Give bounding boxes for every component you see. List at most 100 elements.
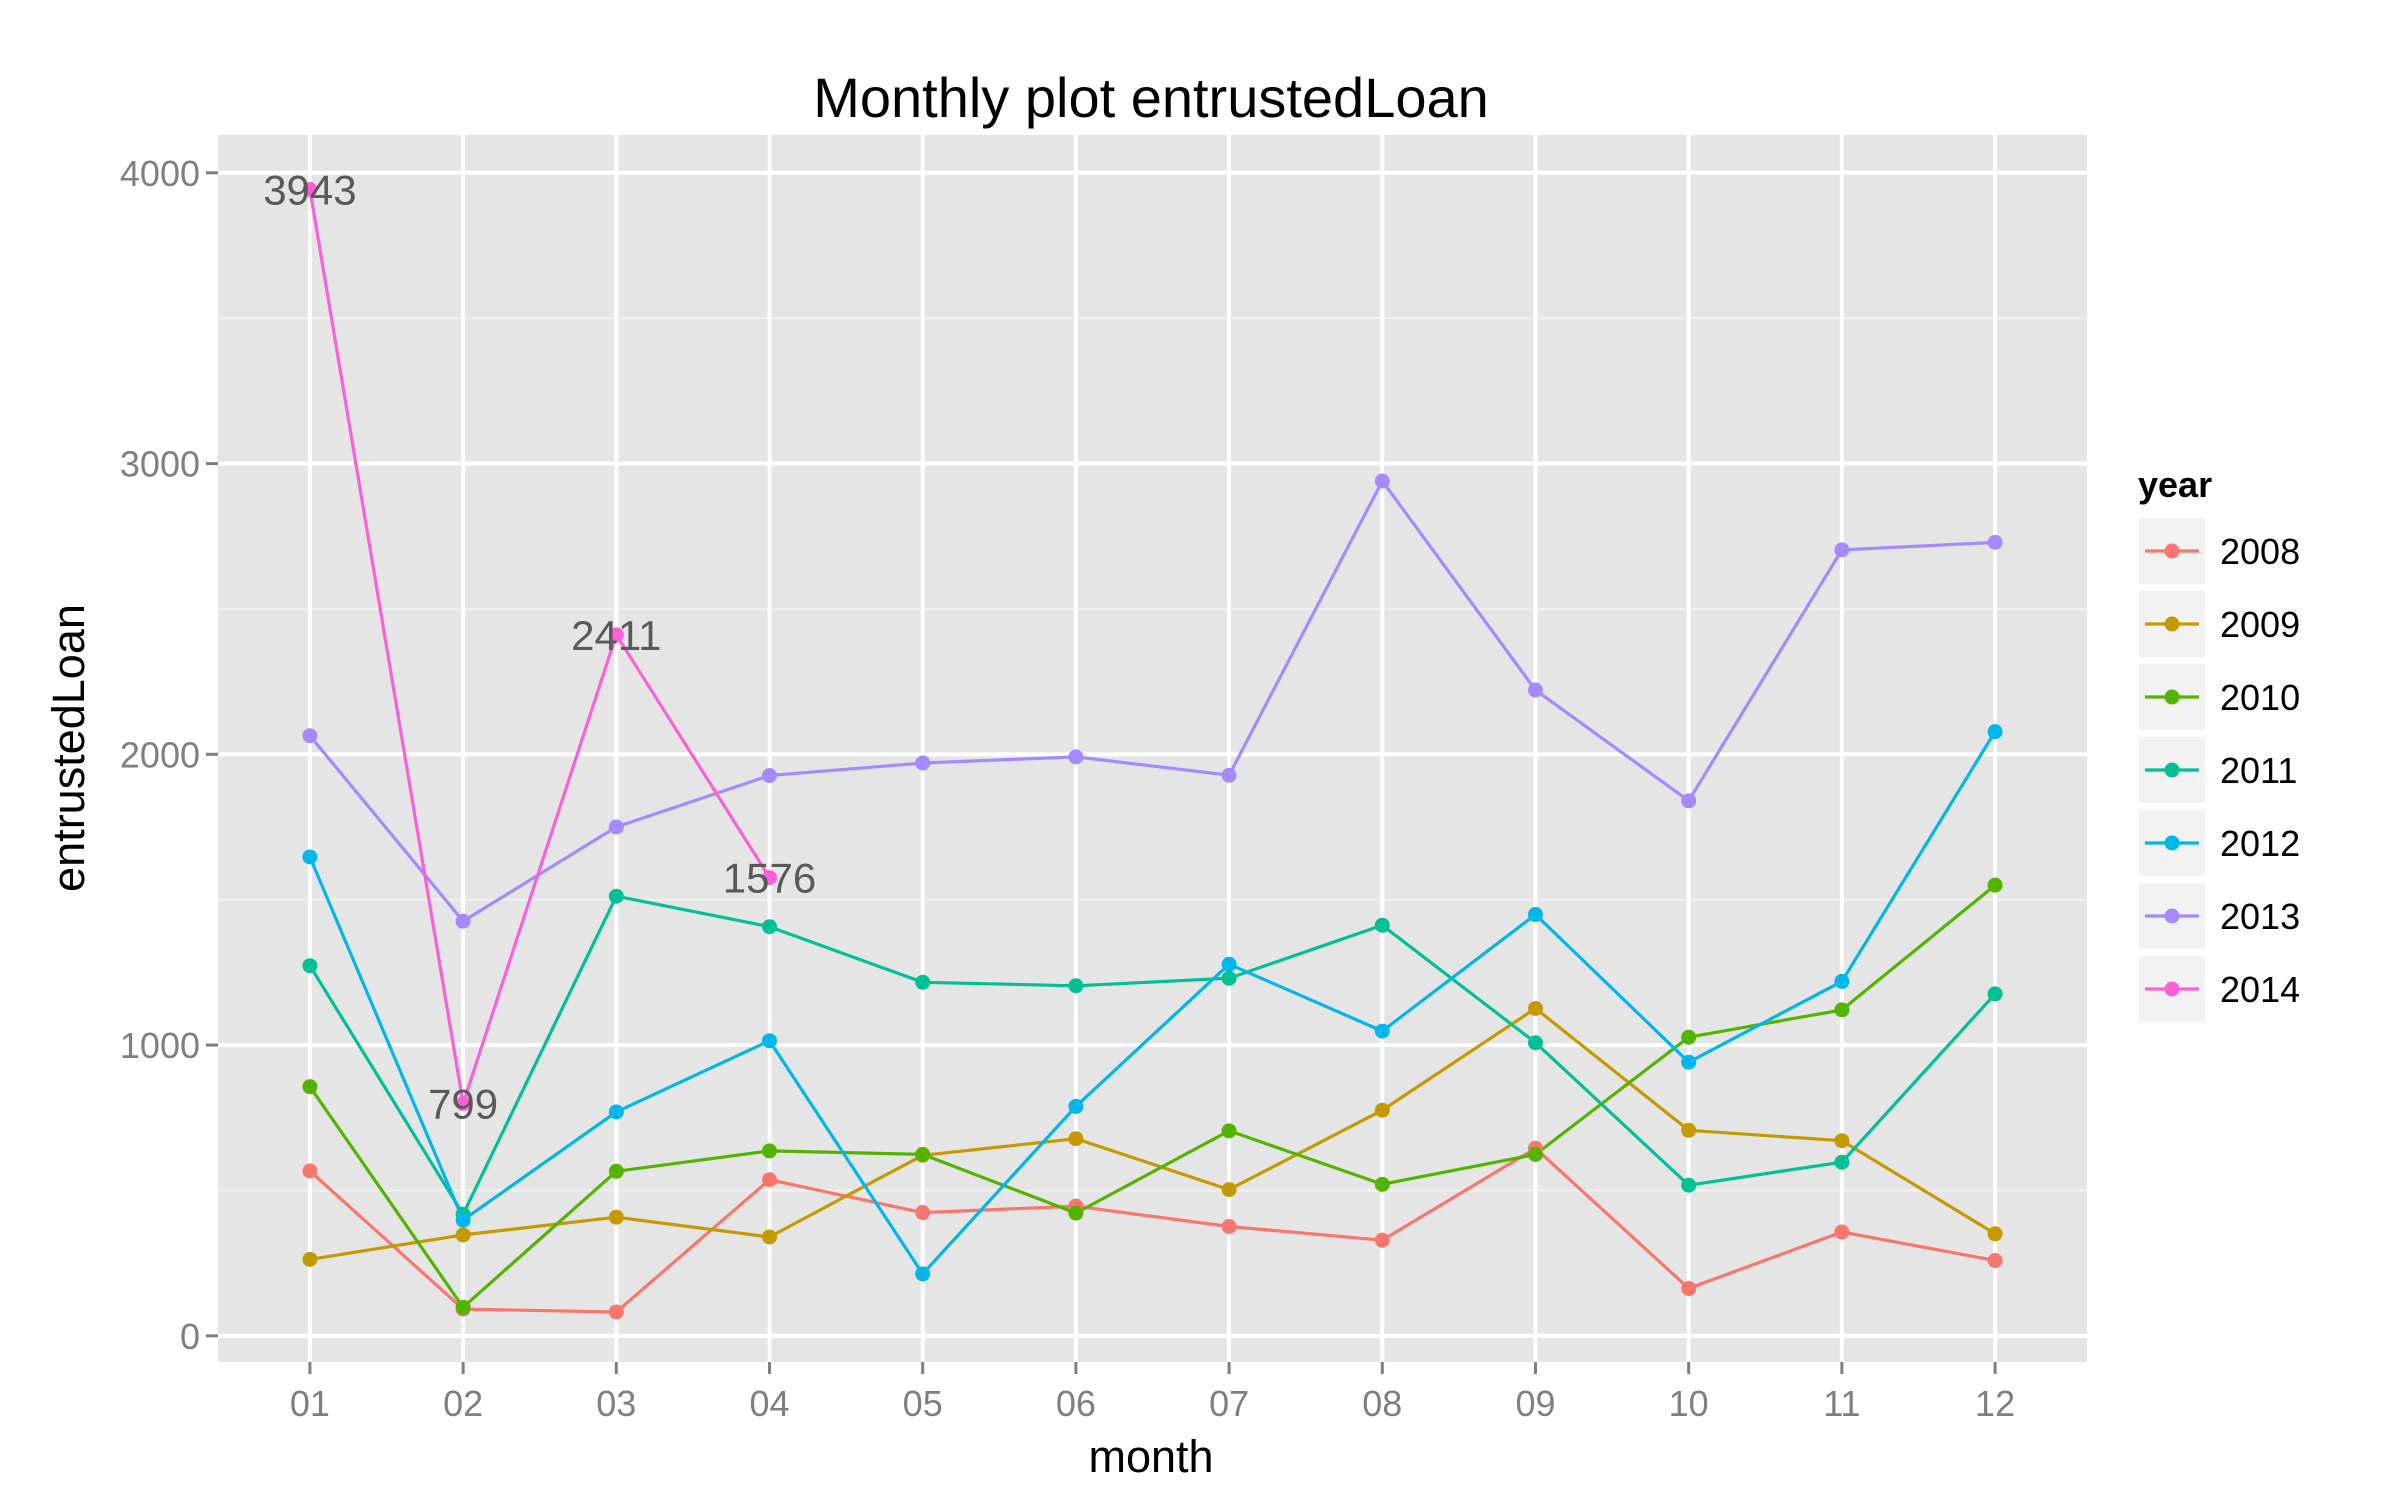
data-point-2010 — [608, 1163, 624, 1179]
data-point-2008 — [302, 1163, 318, 1179]
legend-key-point — [2164, 543, 2180, 559]
data-point-2012 — [1834, 973, 1850, 989]
data-point-2013 — [608, 819, 624, 835]
x-tick-label: 11 — [1823, 1383, 1860, 1424]
data-point-2013 — [302, 728, 318, 744]
data-point-2013 — [1068, 749, 1084, 765]
data-point-2008 — [1681, 1280, 1697, 1296]
data-point-2011 — [1527, 1035, 1543, 1051]
data-point-2013 — [1987, 534, 2003, 550]
data-point-2010 — [455, 1299, 471, 1315]
data-annotations: 3943 799 2411 1576 — [263, 166, 816, 1127]
data-point-2009 — [1834, 1133, 1850, 1149]
series-line-2012 — [308, 730, 1997, 1276]
data-point-2012 — [302, 849, 318, 865]
x-axis-title: month — [1088, 1431, 1213, 1482]
data-point-2010 — [302, 1079, 318, 1095]
legend-label: 2014 — [2220, 969, 2300, 1010]
data-point-2013 — [915, 755, 931, 771]
data-point-2014 — [302, 181, 318, 197]
data-point-2012 — [608, 1104, 624, 1120]
y-tick-label: 2000 — [120, 734, 200, 775]
legend-item: 2012 — [2137, 808, 2300, 878]
legend-title: year — [2138, 464, 2212, 505]
data-point-2009 — [1681, 1122, 1697, 1138]
data-point-2010 — [762, 1143, 778, 1159]
x-tick-label: 03 — [596, 1383, 636, 1424]
data-point-2012 — [762, 1033, 778, 1049]
data-point-2013 — [1374, 473, 1390, 489]
series-line-2014 — [308, 189, 771, 1106]
legend-label: 2013 — [2220, 896, 2300, 937]
data-point-2009 — [1374, 1102, 1390, 1118]
data-point-2008 — [762, 1172, 778, 1188]
data-point-2008 — [608, 1304, 624, 1320]
data-point-2014 — [608, 627, 624, 643]
series-points — [302, 181, 2003, 1320]
data-label: 799 — [428, 1081, 498, 1128]
legend-key-point — [2164, 981, 2180, 997]
legend-label: 2011 — [2220, 750, 2297, 791]
data-point-2014 — [762, 870, 778, 886]
data-point-2012 — [1987, 724, 2003, 740]
legend-key-point — [2164, 835, 2180, 851]
data-point-2013 — [1834, 542, 1850, 558]
y-tick-label: 4000 — [120, 153, 200, 194]
x-tick-label: 12 — [1975, 1383, 2015, 1424]
y-tick-label: 1000 — [120, 1025, 200, 1066]
x-tick-label: 05 — [903, 1383, 943, 1424]
legend-label: 2010 — [2220, 677, 2300, 718]
data-point-2011 — [1374, 917, 1390, 933]
legend-key-point — [2164, 762, 2180, 778]
legend-items: 2008 2009 2010 2011 2012 2013 2014 — [2137, 516, 2300, 1024]
data-point-2010 — [1068, 1205, 1084, 1221]
data-point-2013 — [455, 913, 471, 929]
legend: year 2008 2009 2010 2011 2012 2013 2014 — [2137, 464, 2300, 1024]
data-point-2011 — [1681, 1177, 1697, 1193]
y-tick-label: 3000 — [120, 444, 200, 485]
legend-label: 2009 — [2220, 604, 2300, 645]
data-label: 2411 — [571, 612, 661, 659]
data-point-2012 — [455, 1212, 471, 1228]
data-point-2013 — [1681, 793, 1697, 809]
data-point-2010 — [1681, 1029, 1697, 1045]
y-tick-label: 0 — [180, 1316, 200, 1357]
data-point-2008 — [1374, 1232, 1390, 1248]
data-point-2011 — [1834, 1154, 1850, 1170]
data-point-2009 — [608, 1209, 624, 1225]
data-point-2008 — [1987, 1253, 2003, 1269]
data-point-2009 — [455, 1227, 471, 1243]
data-point-2009 — [302, 1251, 318, 1267]
data-point-2011 — [302, 958, 318, 974]
data-point-2010 — [1374, 1176, 1390, 1192]
series-lines — [308, 189, 1997, 1314]
data-point-2011 — [1221, 970, 1237, 986]
x-tick-label: 09 — [1515, 1383, 1555, 1424]
data-point-2010 — [1221, 1123, 1237, 1139]
x-tick-label: 07 — [1209, 1383, 1249, 1424]
legend-key-point — [2164, 616, 2180, 632]
data-point-2011 — [915, 974, 931, 990]
data-point-2008 — [1221, 1219, 1237, 1235]
data-point-2014 — [455, 1096, 471, 1112]
data-point-2009 — [1068, 1131, 1084, 1147]
data-point-2010 — [1527, 1146, 1543, 1162]
legend-label: 2008 — [2220, 531, 2300, 572]
legend-item: 2014 — [2137, 954, 2300, 1024]
x-tick-label: 01 — [290, 1383, 330, 1424]
data-point-2012 — [1068, 1098, 1084, 1114]
legend-key-point — [2164, 689, 2180, 705]
data-label: 1576 — [723, 855, 816, 902]
x-tick-label: 06 — [1056, 1383, 1096, 1424]
series-line-2013 — [308, 479, 1996, 923]
data-point-2013 — [1221, 767, 1237, 783]
data-point-2008 — [915, 1205, 931, 1221]
data-point-2011 — [1068, 978, 1084, 994]
plot-panel — [218, 135, 2087, 1362]
data-point-2011 — [1987, 986, 2003, 1002]
x-tick-label: 02 — [443, 1383, 483, 1424]
series-line-2009 — [309, 1006, 1996, 1261]
y-axis-title: entrustedLoan — [43, 604, 94, 892]
data-point-2010 — [1987, 877, 2003, 893]
data-label: 3943 — [263, 166, 356, 213]
